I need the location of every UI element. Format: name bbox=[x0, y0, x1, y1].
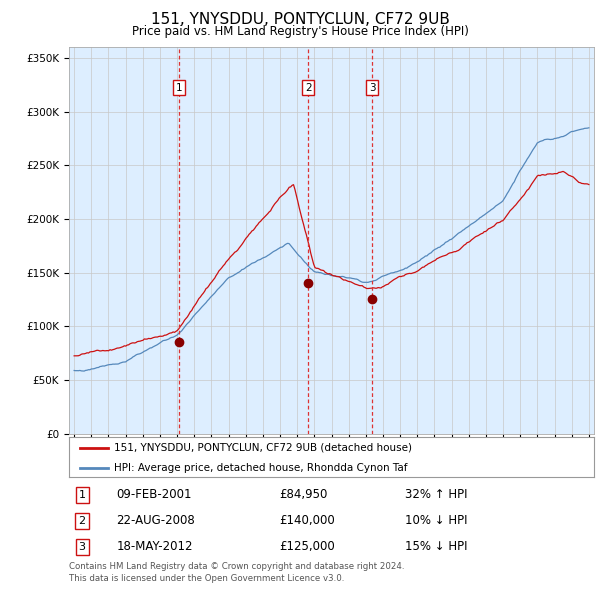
Text: 3: 3 bbox=[79, 542, 86, 552]
Text: 32% ↑ HPI: 32% ↑ HPI bbox=[405, 488, 467, 501]
Text: 2: 2 bbox=[305, 83, 311, 93]
Text: 18-MAY-2012: 18-MAY-2012 bbox=[116, 540, 193, 553]
Text: 1: 1 bbox=[176, 83, 182, 93]
Text: 09-FEB-2001: 09-FEB-2001 bbox=[116, 488, 192, 501]
Text: £84,950: £84,950 bbox=[279, 488, 328, 501]
Text: 15% ↓ HPI: 15% ↓ HPI bbox=[405, 540, 467, 553]
Text: 3: 3 bbox=[369, 83, 376, 93]
Text: 1: 1 bbox=[79, 490, 86, 500]
Text: 10% ↓ HPI: 10% ↓ HPI bbox=[405, 514, 467, 527]
Text: Price paid vs. HM Land Registry's House Price Index (HPI): Price paid vs. HM Land Registry's House … bbox=[131, 25, 469, 38]
Text: £140,000: £140,000 bbox=[279, 514, 335, 527]
Text: 2: 2 bbox=[79, 516, 86, 526]
Text: 151, YNYSDDU, PONTYCLUN, CF72 9UB (detached house): 151, YNYSDDU, PONTYCLUN, CF72 9UB (detac… bbox=[113, 443, 412, 453]
Text: 22-AUG-2008: 22-AUG-2008 bbox=[116, 514, 195, 527]
Text: Contains HM Land Registry data © Crown copyright and database right 2024.
This d: Contains HM Land Registry data © Crown c… bbox=[69, 562, 404, 583]
Text: 151, YNYSDDU, PONTYCLUN, CF72 9UB: 151, YNYSDDU, PONTYCLUN, CF72 9UB bbox=[151, 12, 449, 27]
Text: £125,000: £125,000 bbox=[279, 540, 335, 553]
Text: HPI: Average price, detached house, Rhondda Cynon Taf: HPI: Average price, detached house, Rhon… bbox=[113, 463, 407, 473]
